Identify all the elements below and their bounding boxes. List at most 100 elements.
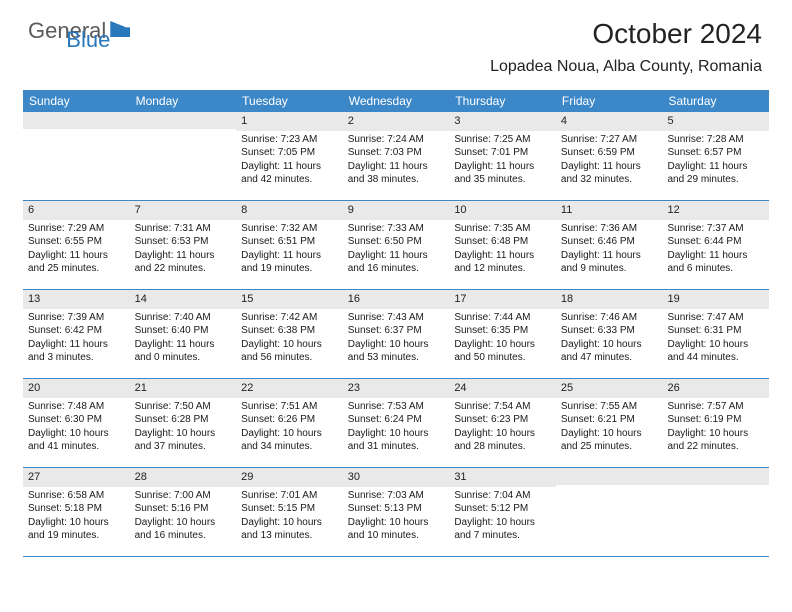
calendar-day: 7Sunrise: 7:31 AMSunset: 6:53 PMDaylight… [130,201,237,289]
day-details: Sunrise: 7:53 AMSunset: 6:24 PMDaylight:… [343,398,450,458]
sunrise-text: Sunrise: 7:46 AM [561,311,658,325]
calendar-day: 10Sunrise: 7:35 AMSunset: 6:48 PMDayligh… [449,201,556,289]
calendar-day: 21Sunrise: 7:50 AMSunset: 6:28 PMDayligh… [130,379,237,467]
day-number: 11 [556,201,663,220]
sunrise-text: Sunrise: 7:03 AM [348,489,445,503]
day-details: Sunrise: 7:36 AMSunset: 6:46 PMDaylight:… [556,220,663,280]
day-header: Monday [130,90,237,112]
sunset-text: Sunset: 6:42 PM [28,324,125,338]
sunset-text: Sunset: 6:37 PM [348,324,445,338]
day-details: Sunrise: 7:40 AMSunset: 6:40 PMDaylight:… [130,309,237,369]
day-details: Sunrise: 7:39 AMSunset: 6:42 PMDaylight:… [23,309,130,369]
daylight-text: Daylight: 11 hours and 9 minutes. [561,249,658,276]
day-details: Sunrise: 7:43 AMSunset: 6:37 PMDaylight:… [343,309,450,369]
calendar-day: 4Sunrise: 7:27 AMSunset: 6:59 PMDaylight… [556,112,663,200]
sunrise-text: Sunrise: 7:31 AM [135,222,232,236]
day-number: 13 [23,290,130,309]
sunrise-text: Sunrise: 7:00 AM [135,489,232,503]
daylight-text: Daylight: 10 hours and 7 minutes. [454,516,551,543]
day-number: 18 [556,290,663,309]
calendar-day: 22Sunrise: 7:51 AMSunset: 6:26 PMDayligh… [236,379,343,467]
sunrise-text: Sunrise: 7:53 AM [348,400,445,414]
calendar-week: 27Sunrise: 6:58 AMSunset: 5:18 PMDayligh… [23,468,769,557]
day-details: Sunrise: 7:25 AMSunset: 7:01 PMDaylight:… [449,131,556,191]
daylight-text: Daylight: 11 hours and 32 minutes. [561,160,658,187]
daylight-text: Daylight: 10 hours and 44 minutes. [667,338,764,365]
calendar-day: 14Sunrise: 7:40 AMSunset: 6:40 PMDayligh… [130,290,237,378]
logo-triangle-icon [110,21,130,37]
calendar-grid: Sunday Monday Tuesday Wednesday Thursday… [23,90,769,557]
day-number: 8 [236,201,343,220]
day-number: 25 [556,379,663,398]
day-number: 1 [236,112,343,131]
sunset-text: Sunset: 6:57 PM [667,146,764,160]
sunset-text: Sunset: 5:12 PM [454,502,551,516]
day-details: Sunrise: 7:04 AMSunset: 5:12 PMDaylight:… [449,487,556,547]
day-header: Friday [556,90,663,112]
sunset-text: Sunset: 5:15 PM [241,502,338,516]
day-header: Tuesday [236,90,343,112]
sunset-text: Sunset: 6:48 PM [454,235,551,249]
calendar-week: 13Sunrise: 7:39 AMSunset: 6:42 PMDayligh… [23,290,769,379]
calendar-day: 20Sunrise: 7:48 AMSunset: 6:30 PMDayligh… [23,379,130,467]
calendar-day [556,468,663,556]
calendar-day [130,112,237,200]
daylight-text: Daylight: 11 hours and 16 minutes. [348,249,445,276]
daylight-text: Daylight: 10 hours and 34 minutes. [241,427,338,454]
day-details: Sunrise: 7:46 AMSunset: 6:33 PMDaylight:… [556,309,663,369]
day-details: Sunrise: 7:00 AMSunset: 5:16 PMDaylight:… [130,487,237,547]
calendar-day: 24Sunrise: 7:54 AMSunset: 6:23 PMDayligh… [449,379,556,467]
weeks-container: 1Sunrise: 7:23 AMSunset: 7:05 PMDaylight… [23,112,769,557]
day-number: 30 [343,468,450,487]
day-header: Saturday [662,90,769,112]
day-details: Sunrise: 7:23 AMSunset: 7:05 PMDaylight:… [236,131,343,191]
day-number [23,112,130,129]
sunrise-text: Sunrise: 7:50 AM [135,400,232,414]
calendar-day: 12Sunrise: 7:37 AMSunset: 6:44 PMDayligh… [662,201,769,289]
sunrise-text: Sunrise: 7:43 AM [348,311,445,325]
daylight-text: Daylight: 11 hours and 38 minutes. [348,160,445,187]
day-number: 27 [23,468,130,487]
calendar-day: 9Sunrise: 7:33 AMSunset: 6:50 PMDaylight… [343,201,450,289]
sunrise-text: Sunrise: 7:39 AM [28,311,125,325]
calendar-day: 8Sunrise: 7:32 AMSunset: 6:51 PMDaylight… [236,201,343,289]
location-subtitle: Lopadea Noua, Alba County, Romania [490,58,762,76]
day-details: Sunrise: 6:58 AMSunset: 5:18 PMDaylight:… [23,487,130,547]
sunrise-text: Sunrise: 6:58 AM [28,489,125,503]
calendar-day: 29Sunrise: 7:01 AMSunset: 5:15 PMDayligh… [236,468,343,556]
sunrise-text: Sunrise: 7:25 AM [454,133,551,147]
calendar-day: 16Sunrise: 7:43 AMSunset: 6:37 PMDayligh… [343,290,450,378]
daylight-text: Daylight: 10 hours and 47 minutes. [561,338,658,365]
day-number: 9 [343,201,450,220]
logo-text-blue: Blue [66,27,110,53]
daylight-text: Daylight: 11 hours and 0 minutes. [135,338,232,365]
calendar-day: 28Sunrise: 7:00 AMSunset: 5:16 PMDayligh… [130,468,237,556]
daylight-text: Daylight: 10 hours and 10 minutes. [348,516,445,543]
day-number: 4 [556,112,663,131]
day-details: Sunrise: 7:32 AMSunset: 6:51 PMDaylight:… [236,220,343,280]
daylight-text: Daylight: 11 hours and 6 minutes. [667,249,764,276]
sunrise-text: Sunrise: 7:55 AM [561,400,658,414]
sunrise-text: Sunrise: 7:42 AM [241,311,338,325]
daylight-text: Daylight: 10 hours and 13 minutes. [241,516,338,543]
day-number: 19 [662,290,769,309]
sunset-text: Sunset: 6:50 PM [348,235,445,249]
daylight-text: Daylight: 10 hours and 19 minutes. [28,516,125,543]
day-number: 26 [662,379,769,398]
calendar-week: 20Sunrise: 7:48 AMSunset: 6:30 PMDayligh… [23,379,769,468]
sunrise-text: Sunrise: 7:44 AM [454,311,551,325]
sunrise-text: Sunrise: 7:35 AM [454,222,551,236]
daylight-text: Daylight: 11 hours and 29 minutes. [667,160,764,187]
sunset-text: Sunset: 6:24 PM [348,413,445,427]
day-number: 16 [343,290,450,309]
sunset-text: Sunset: 6:38 PM [241,324,338,338]
day-header: Thursday [449,90,556,112]
day-number: 14 [130,290,237,309]
sunset-text: Sunset: 6:40 PM [135,324,232,338]
sunset-text: Sunset: 5:16 PM [135,502,232,516]
sunrise-text: Sunrise: 7:48 AM [28,400,125,414]
calendar-day: 5Sunrise: 7:28 AMSunset: 6:57 PMDaylight… [662,112,769,200]
sunrise-text: Sunrise: 7:24 AM [348,133,445,147]
sunset-text: Sunset: 7:03 PM [348,146,445,160]
sunset-text: Sunset: 6:53 PM [135,235,232,249]
